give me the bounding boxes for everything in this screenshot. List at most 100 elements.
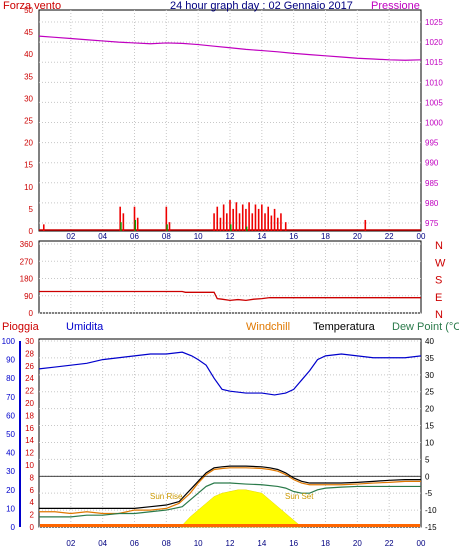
pressure-tick-label: 1020 [425,38,443,47]
direction-tick-label: 90 [24,292,33,301]
rain-baseline [40,524,420,527]
temp-tick-label: 40 [425,337,434,346]
x-tick-label: 22 [385,539,394,548]
pressure-tick-label: 990 [425,159,439,168]
wind-tick-label: 5 [29,205,34,214]
humidity-tick-label: 90 [6,356,15,365]
temp-tick-label: 20 [425,405,434,414]
x-tick-label: 14 [257,232,266,241]
humidity-tick-label: 100 [2,337,16,346]
humidity-tick-label: 0 [11,523,16,532]
x-tick-label: 00 [417,539,426,548]
humidity-tick-label: 20 [6,486,15,495]
pressure-tick-label: 985 [425,179,439,188]
rain-tick-label: 0 [30,523,35,532]
temp-tick-label: -10 [425,506,437,515]
x-tick-label: 04 [98,539,107,548]
pressure-label: Pressione [371,0,420,12]
temp-tick-label: 25 [425,388,434,397]
temperatura-line [39,465,421,509]
pressure-tick-label: 995 [425,139,439,148]
wind-tick-label: 40 [24,50,33,59]
direction-tick-label: 270 [20,257,34,266]
compass-label: N [435,309,443,321]
rain-tick-label: 18 [25,411,34,420]
temp-tick-label: 10 [425,438,434,447]
temp-tick-label: -15 [425,523,437,532]
humidity-tick-label: 30 [6,467,15,476]
temp-tick-label: -5 [425,489,433,498]
rain-tick-label: 6 [30,486,35,495]
rain-tick-label: 4 [30,498,35,507]
compass-label: S [435,275,442,287]
rain-tick-label: 30 [25,337,34,346]
x-tick-label: 12 [226,232,235,241]
chart-labels: 0510152025303540455097598098599099510001… [2,6,446,548]
direction-line [39,290,421,302]
chart-marks [38,35,422,528]
x-tick-label: 08 [162,232,171,241]
x-tick-label: 06 [130,232,139,241]
temp-tick-label: 15 [425,422,434,431]
humidity-tick-label: 80 [6,374,15,383]
direction-tick-label: 180 [20,275,34,284]
x-tick-label: 02 [66,539,75,548]
x-tick-label: 20 [353,232,362,241]
humidity-tick-label: 50 [6,430,15,439]
compass-label: W [435,257,446,269]
wind-tick-label: 45 [24,28,33,37]
humidity-tick-label: 70 [6,393,15,402]
pressure-tick-label: 1005 [425,98,443,107]
rain-tick-label: 24 [25,374,34,383]
rain-tick-label: 14 [25,436,34,445]
wind-tick-label: 25 [24,117,33,126]
x-tick-label: 04 [98,232,107,241]
wind-tick-label: 35 [24,72,33,81]
rain-tick-label: 8 [30,473,35,482]
rain-tick-label: 12 [25,449,34,458]
compass-label: N [435,240,443,252]
humidity-label: Umidita [66,321,104,333]
wind-tick-label: 50 [24,6,33,15]
wind-tick-label: 20 [24,139,33,148]
x-tick-label: 02 [66,232,75,241]
panel2-grid [39,243,421,314]
x-tick-label: 18 [321,539,330,548]
graph-title: 24 hour graph day : 02 Gennaio 2017 [170,0,353,12]
solar-area [180,489,303,528]
rain-tick-label: 16 [25,424,34,433]
x-tick-label: 08 [162,539,171,548]
pressure-tick-label: 1015 [425,58,443,67]
humidity-tick-label: 10 [6,504,15,513]
rain-tick-label: 20 [25,399,34,408]
temp-tick-label: 5 [425,455,430,464]
humidity-tick-label: 60 [6,411,15,420]
x-tick-label: 06 [130,539,139,548]
x-tick-label: 14 [257,539,266,548]
pressure-tick-label: 1000 [425,119,443,128]
rain-tick-label: 28 [25,349,34,358]
x-tick-label: 00 [417,232,426,241]
x-tick-label: 10 [194,539,203,548]
x-tick-label: 10 [194,232,203,241]
x-tick-label: 22 [385,232,394,241]
humidity-tick-label: 40 [6,449,15,458]
pressure-tick-label: 1010 [425,78,443,87]
pressure-tick-label: 980 [425,199,439,208]
x-tick-label: 12 [226,539,235,548]
pressure-tick-label: 975 [425,219,439,228]
compass-label: E [435,292,442,304]
sun-rise-label: Sun Rise [150,492,183,501]
x-tick-label: 16 [289,232,298,241]
x-tick-label: 20 [353,539,362,548]
umidita-line [38,351,422,396]
wind-tick-label: 0 [29,227,34,236]
wind-tick-label: 10 [24,183,33,192]
rain-label: Pioggia [2,321,40,333]
wind-force-label: Forza vento [3,0,61,12]
dewpoint-label: Dew Point (°C [392,321,459,333]
temperature-label: Temperatura [313,321,376,333]
panel3-frame [38,338,422,528]
